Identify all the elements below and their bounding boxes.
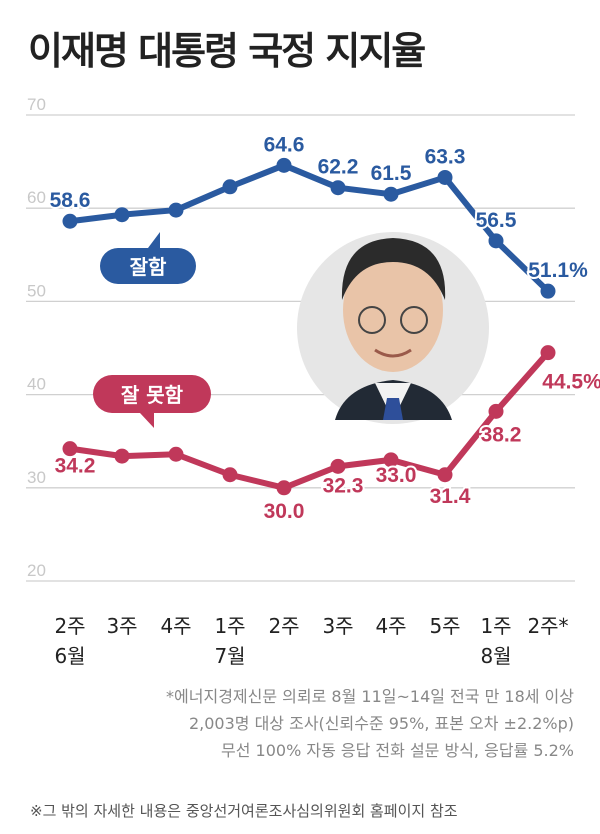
data-point [437, 169, 453, 185]
data-point [488, 403, 504, 419]
data-label: 34.2 [55, 455, 96, 478]
series-line-0 [69, 162, 551, 294]
survey-note-1: *에너지경제신문 의뢰로 8월 11일~14일 전국 만 18세 이상 [166, 687, 574, 706]
y-tick-label: 20 [27, 561, 46, 580]
data-point [222, 467, 238, 483]
data-point [168, 202, 184, 218]
data-label: 33.0 [376, 464, 417, 487]
y-tick-label: 60 [27, 188, 46, 207]
portrait-hair [341, 238, 446, 300]
portrait-glasses [400, 306, 428, 334]
data-point [168, 446, 184, 462]
x-tick-label: 2주* [527, 614, 568, 638]
line-chart: 20 30 40 50 60 70 58.6 64.6 62.2 61.5 63.3 56.5 51.1… [26, 95, 600, 668]
data-point [276, 480, 292, 496]
x-tick-label: 1주 [214, 614, 245, 638]
legend-label-good: 잘함 [130, 255, 167, 279]
data-point [62, 213, 78, 229]
x-tick-label: 4주 [160, 614, 191, 638]
portrait-glasses [358, 306, 386, 334]
data-point [383, 186, 399, 202]
series-line-1 [69, 350, 551, 491]
page-title: 이재명 대통령 국정 지지율 [28, 29, 426, 73]
data-point [437, 467, 453, 483]
y-tick-label: 50 [27, 281, 46, 300]
data-label: 61.5 [371, 162, 412, 185]
portrait-smile [374, 348, 412, 358]
data-label: 63.3 [425, 145, 466, 168]
data-label: 51.1% [528, 259, 588, 282]
data-point [114, 448, 130, 464]
data-label: 58.6 [50, 189, 91, 212]
legend-bubble-good [100, 232, 196, 284]
data-point [330, 180, 346, 196]
data-point [540, 283, 556, 299]
data-point [276, 157, 292, 173]
survey-note-3: 무선 100% 자동 응답 전화 설문 방식, 응답률 5.2% [221, 741, 574, 760]
data-label: 32.3 [323, 474, 364, 497]
data-label: 30.0 [264, 500, 305, 523]
survey-note-2: 2,003명 대상 조사(신뢰수준 95%, 표본 오차 ±2.2%p) [188, 714, 574, 733]
data-label: 62.2 [318, 156, 359, 179]
data-label: 31.4 [430, 485, 471, 508]
y-tick-label: 40 [27, 375, 46, 394]
x-tick-label: 4주 [375, 614, 406, 638]
x-month-label: 6월 [54, 644, 85, 668]
legend-label-bad: 잘 못함 [121, 383, 184, 407]
x-month-label: 7월 [214, 644, 245, 668]
x-tick-label: 2주 [54, 614, 85, 638]
data-point [330, 458, 346, 474]
x-tick-label: 1주 [480, 614, 511, 638]
portrait-face [343, 248, 443, 372]
data-label: 38.2 [481, 423, 522, 446]
data-label: 64.6 [264, 133, 305, 156]
x-tick-label: 2주 [268, 614, 299, 638]
data-label: 44.5% [542, 371, 600, 394]
y-tick-label: 70 [27, 95, 46, 114]
data-point [114, 207, 130, 223]
x-tick-label: 5주 [429, 614, 460, 638]
legend-bubble-bad [93, 375, 211, 428]
data-point [222, 179, 238, 195]
portrait-tie [383, 398, 403, 420]
data-point [488, 233, 504, 249]
data-point [62, 441, 78, 457]
y-tick-label: 30 [27, 468, 46, 487]
footer-note: ※그 밖의 자세한 내용은 중앙선거여론조사심의위원회 홈페이지 참조 [30, 802, 458, 820]
x-month-label: 8월 [480, 644, 511, 668]
x-tick-label: 3주 [322, 614, 353, 638]
data-point [383, 452, 399, 468]
data-point [540, 345, 556, 361]
data-label: 56.5 [476, 209, 517, 232]
x-tick-label: 3주 [106, 614, 137, 638]
